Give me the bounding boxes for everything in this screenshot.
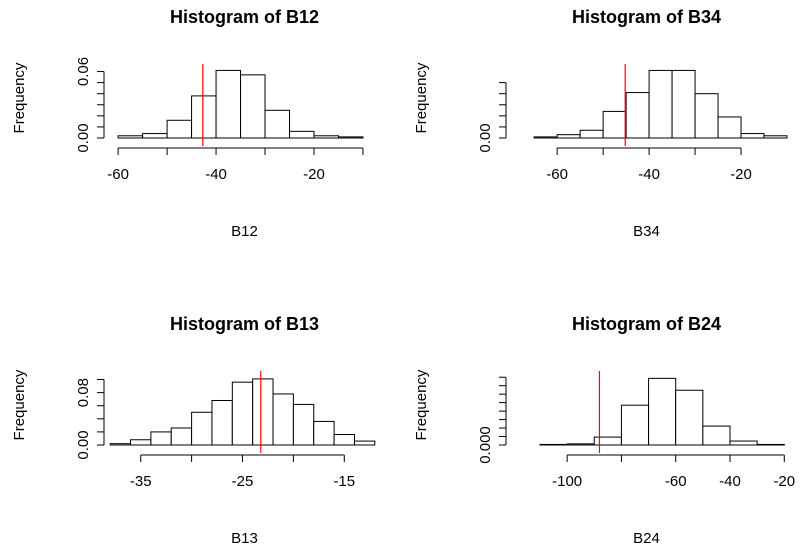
x-axis-label: B24 [633, 530, 660, 547]
bar [272, 393, 294, 446]
bar [763, 135, 788, 139]
bar [240, 74, 266, 139]
bar [702, 425, 731, 446]
y-axis-label: Frequency [413, 369, 430, 440]
bar [109, 443, 132, 446]
bar [566, 443, 595, 446]
bar [313, 420, 335, 446]
y-axis-label: Frequency [11, 369, 28, 440]
bar [620, 404, 650, 446]
chart-title: Histogram of B13 [170, 314, 319, 334]
y-tick-label: 0.00 [75, 430, 92, 459]
x-axis-label: B12 [231, 223, 258, 240]
bar [337, 136, 364, 139]
x-tick-label: -60 [546, 166, 568, 183]
x-tick-label: -40 [719, 473, 741, 490]
bar [625, 92, 650, 139]
x-tick-label: -20 [773, 473, 795, 490]
bar [215, 69, 242, 139]
y-tick-label: 0.000 [477, 426, 494, 464]
bar [533, 136, 558, 139]
bar [252, 378, 274, 446]
bar [130, 439, 152, 446]
bar [593, 436, 622, 446]
bar [648, 69, 673, 139]
chart-title: Histogram of B34 [572, 7, 721, 27]
bar [292, 403, 315, 446]
bar [353, 440, 376, 446]
bar [648, 377, 677, 446]
x-tick-label: -40 [638, 166, 660, 183]
bar [333, 434, 355, 446]
chart-title: Histogram of B24 [572, 314, 721, 334]
y-tick-label: 0.00 [477, 123, 494, 152]
y-axis-label: Frequency [413, 62, 430, 133]
bar [231, 381, 254, 446]
bar [694, 93, 719, 139]
bar [671, 69, 696, 139]
bar [191, 95, 217, 139]
x-tick-label: -25 [232, 473, 254, 490]
bar [150, 431, 172, 446]
y-tick-label: 0.08 [75, 378, 92, 407]
bar [117, 135, 144, 139]
bar [264, 109, 291, 139]
x-axis-label: B13 [231, 530, 258, 547]
x-tick-label: -100 [552, 473, 582, 490]
bar [740, 133, 765, 139]
x-tick-label: -60 [107, 166, 129, 183]
bar [539, 443, 568, 446]
x-axis-label: B34 [633, 223, 660, 240]
bar [211, 399, 233, 446]
bar [191, 411, 213, 446]
y-tick-label: 0.06 [75, 57, 92, 86]
bar [166, 119, 193, 139]
chart-title: Histogram of B12 [170, 7, 319, 27]
x-tick-label: -35 [130, 473, 152, 490]
bar [602, 110, 627, 139]
x-tick-label: -20 [303, 166, 325, 183]
bar [675, 389, 704, 446]
bar [729, 440, 758, 446]
bar [756, 443, 785, 446]
bar [170, 427, 193, 446]
y-tick-label: 0.00 [75, 123, 92, 152]
x-tick-label: -60 [665, 473, 687, 490]
bar [717, 116, 742, 139]
x-tick-label: -20 [730, 166, 752, 183]
bar [289, 130, 315, 139]
bar [142, 133, 168, 139]
bar [579, 129, 604, 139]
y-axis-label: Frequency [11, 62, 28, 133]
x-tick-label: -15 [333, 473, 355, 490]
bar [556, 134, 581, 139]
x-tick-label: -40 [205, 166, 227, 183]
bar [313, 135, 339, 139]
